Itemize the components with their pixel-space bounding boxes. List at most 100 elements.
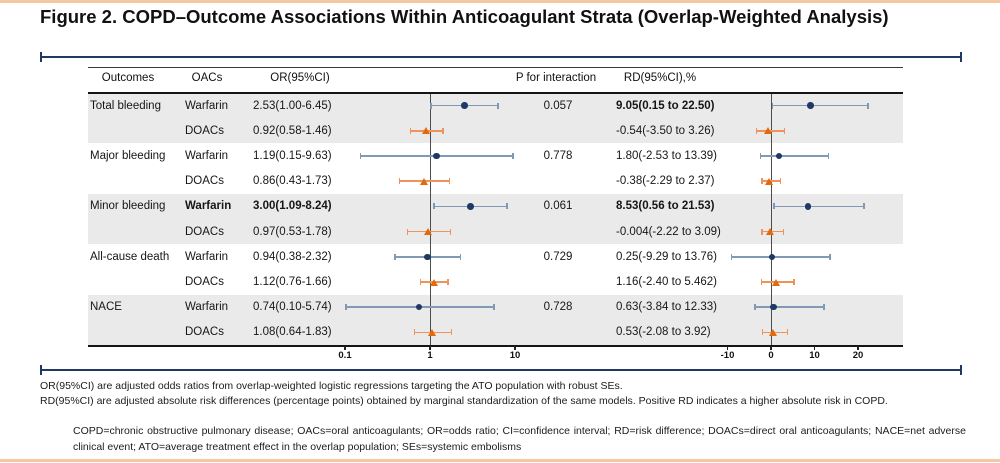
p-interaction-value: 0.729	[543, 250, 573, 263]
doacs-ci-cap	[761, 228, 763, 235]
or-axis-tick	[429, 346, 431, 350]
footnote-rd-definition: RD(95%CI) are adjusted absolute risk dif…	[40, 395, 888, 407]
p-interaction-value: 0.778	[543, 150, 573, 162]
doacs-ci-cap	[398, 178, 401, 185]
top-rule-right-tick	[960, 52, 962, 62]
warfarin-ci-cap	[759, 153, 762, 159]
rd-axis-tick	[813, 346, 816, 350]
oac-label: Warfarin	[185, 200, 232, 213]
rd-value: 0.25(-9.29 to 13.76)	[616, 250, 718, 263]
warfarin-point-marker	[770, 303, 777, 311]
doacs-ci-cap	[760, 279, 763, 285]
or-value: 1.08(0.64-1.83)	[253, 326, 332, 339]
rd-value: -0.38(-2.29 to 2.37)	[616, 175, 715, 188]
rd-reference-line	[771, 93, 772, 345]
rd-value: 1.80(-2.53 to 13.39)	[616, 150, 718, 162]
doacs-point-marker	[764, 177, 773, 185]
warfarin-point-marker	[461, 102, 468, 109]
doacs-ci-cap	[755, 127, 758, 134]
oac-label: DOACs	[185, 225, 224, 238]
warfarin-ci-line	[759, 155, 830, 157]
doacs-ci-cap	[442, 127, 444, 134]
column-header-rd: RD(95%CI),%	[623, 72, 697, 84]
rd-axis-tick-label: 10	[809, 350, 820, 361]
column-header-oacs: OACs	[191, 72, 223, 84]
or-value: 0.86(0.43-1.73)	[253, 175, 332, 188]
warfarin-ci-cap	[863, 203, 865, 210]
outcome-label: All-cause death	[90, 250, 170, 263]
or-value: 0.94(0.38-2.32)	[253, 250, 332, 263]
rd-value: 9.05(0.15 to 22.50)	[616, 99, 715, 112]
warfarin-ci-cap	[730, 253, 733, 260]
or-axis-tick	[344, 346, 346, 350]
bottom-rule-left-tick	[40, 365, 42, 375]
or-axis-tick	[514, 346, 516, 350]
oac-label: DOACs	[185, 276, 224, 288]
warfarin-ci-cap	[773, 203, 775, 210]
bottom-accent-border	[0, 459, 1000, 462]
warfarin-point-marker	[768, 253, 776, 261]
doacs-ci-cap	[761, 329, 764, 336]
outcome-label: Minor bleeding	[90, 200, 166, 213]
rd-axis-tick-label: 0	[768, 350, 774, 361]
column-header-outcomes: Outcomes	[101, 72, 155, 84]
doacs-ci-cap	[406, 228, 409, 235]
doacs-ci-cap	[447, 279, 449, 285]
top-rule	[40, 52, 962, 62]
warfarin-ci-cap	[771, 102, 774, 109]
rd-value: 1.16(-2.40 to 5.462)	[616, 276, 718, 288]
bottom-rule-right-tick	[960, 365, 962, 375]
or-value: 0.97(0.53-1.78)	[253, 225, 332, 238]
oac-label: Warfarin	[185, 150, 229, 162]
outcome-label: Major bleeding	[90, 150, 166, 162]
or-value: 1.12(0.76-1.66)	[253, 276, 332, 288]
or-value: 0.74(0.10-5.74)	[253, 301, 332, 314]
warfarin-point-marker	[467, 203, 474, 210]
doacs-point-marker	[429, 278, 438, 286]
rd-axis-tick	[726, 346, 729, 350]
footnote-or-definition: OR(95%CI) are adjusted odds ratios from …	[40, 380, 623, 392]
top-accent-border	[0, 0, 1000, 3]
doacs-ci-cap	[448, 178, 451, 185]
column-header-p-interaction: P for interaction	[515, 72, 597, 84]
doacs-point-marker	[419, 177, 428, 185]
column-header-or: OR(95%CI)	[270, 72, 330, 84]
or-reference-line	[430, 93, 431, 345]
warfarin-point-marker	[424, 253, 431, 261]
group-band-minor-bleeding	[88, 193, 903, 245]
warfarin-ci-cap	[497, 102, 499, 109]
outcome-label: Total bleeding	[90, 99, 161, 112]
rd-value: -0.54(-3.50 to 3.26)	[616, 124, 715, 137]
oac-label: Warfarin	[185, 99, 229, 112]
warfarin-ci-cap	[754, 304, 756, 311]
doacs-point-marker	[771, 278, 780, 286]
p-interaction-value: 0.061	[543, 200, 573, 213]
header-underline	[88, 91, 903, 94]
oac-label: DOACs	[185, 175, 224, 188]
warfarin-point-marker	[415, 303, 423, 311]
warfarin-ci-cap	[345, 304, 347, 311]
warfarin-ci-line	[773, 205, 865, 208]
group-band-nace	[88, 294, 903, 345]
doacs-point-marker	[428, 328, 437, 336]
doacs-point-marker	[424, 228, 433, 236]
doacs-ci-cap	[786, 329, 789, 336]
rd-axis-tick	[770, 346, 772, 350]
rd-axis-tick-label: 20	[852, 350, 864, 361]
doacs-ci-cap	[779, 178, 782, 185]
or-value: 1.19(0.15-9.63)	[253, 150, 332, 162]
warfarin-ci-line	[771, 104, 869, 107]
p-interaction-value: 0.728	[543, 301, 573, 314]
bottom-rule	[40, 365, 962, 375]
warfarin-ci-cap	[867, 102, 869, 109]
warfarin-ci-cap	[506, 203, 508, 210]
doacs-point-marker	[764, 127, 773, 135]
table-top-border	[88, 67, 903, 68]
warfarin-ci-cap	[433, 203, 435, 210]
warfarin-point-marker	[807, 102, 814, 109]
outcome-label: NACE	[90, 301, 122, 314]
oac-label: Warfarin	[185, 250, 229, 263]
or-value: 0.92(0.58-1.46)	[253, 124, 332, 137]
